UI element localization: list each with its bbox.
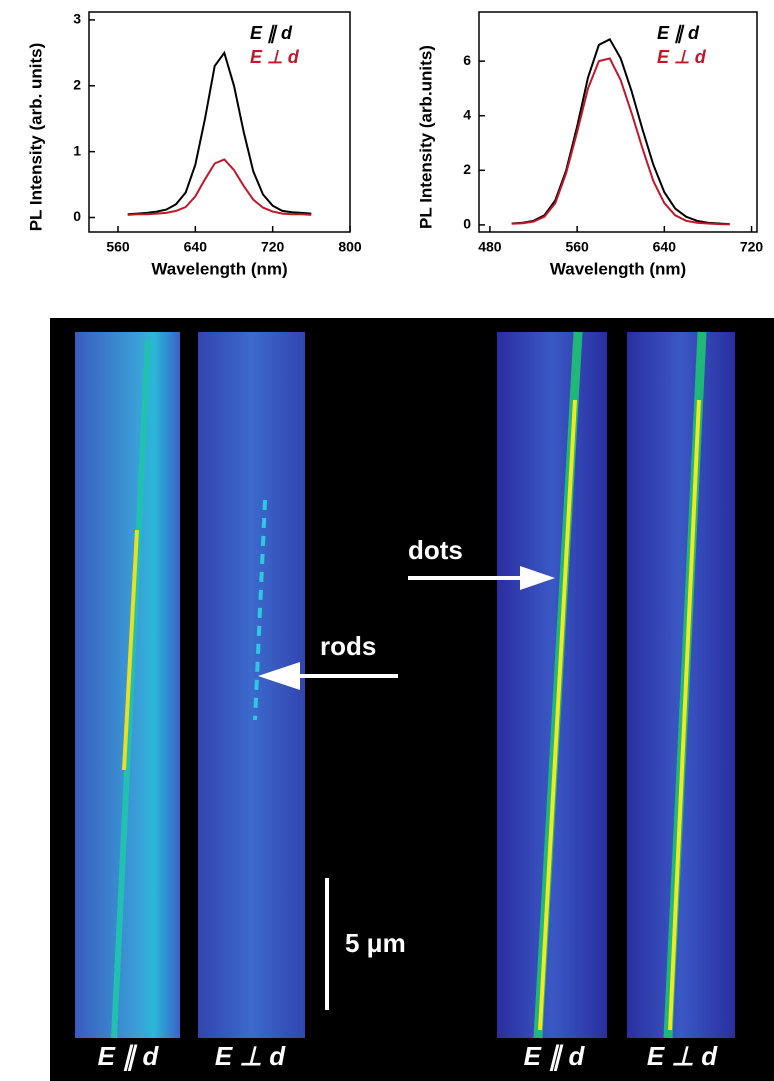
- x-tick-label: 560: [565, 239, 589, 255]
- rod-trace: [253, 499, 267, 721]
- legend-label: E ⊥ d: [250, 47, 300, 67]
- image-strip: [497, 332, 607, 1038]
- strip-label: E ∥ d: [524, 1041, 586, 1072]
- image-strip: [627, 332, 735, 1038]
- dot-trace: [533, 331, 583, 1039]
- arrow-head: [520, 566, 555, 590]
- y-tick-label: 0: [73, 208, 81, 224]
- plot-frame: [478, 11, 758, 233]
- chart: 560 640 720 800 0 1 2 3 Wavelength (nm) PL Intens…: [26, 11, 362, 279]
- dot-trace: [538, 399, 577, 1031]
- y-tick-label: 0: [463, 216, 471, 232]
- y-tick-label: 6: [463, 52, 471, 68]
- legend-label: E ∥ d: [250, 23, 293, 44]
- y-tick-label: 2: [463, 161, 471, 177]
- x-tick-label: 640: [653, 239, 677, 255]
- series-line: [511, 57, 730, 226]
- panel-background: [50, 318, 774, 1081]
- annotation: rods: [320, 631, 376, 661]
- annotation: dots: [408, 535, 463, 565]
- arrow-head: [258, 662, 300, 690]
- x-tick-label: 720: [740, 239, 764, 255]
- strip-label: E ∥ d: [98, 1041, 160, 1072]
- y-tick-label: 3: [73, 11, 81, 27]
- series-line: [127, 50, 312, 216]
- y-axis-label: PL Intensity (arb.units): [416, 45, 435, 229]
- dot-trace: [668, 399, 701, 1031]
- image-strip: [198, 332, 305, 1038]
- y-tick-label: 2: [73, 76, 81, 92]
- legend-label: E ⊥ d: [657, 47, 707, 67]
- x-tick-label: 640: [184, 239, 208, 255]
- plot-frame: [88, 11, 351, 233]
- series-line: [127, 158, 312, 216]
- x-tick-label: 800: [338, 239, 362, 255]
- x-tick-label: 560: [106, 239, 130, 255]
- chart: 480 560 640 720 0 2 4 6 Wavelength (nm) PL Intens…: [416, 11, 764, 278]
- legend-label: E ∥ d: [657, 23, 700, 44]
- x-axis-label: Wavelength (nm): [550, 259, 686, 278]
- y-tick-label: 1: [73, 142, 81, 158]
- x-tick-label: 480: [478, 239, 502, 255]
- strip-label: E ⊥ d: [215, 1041, 286, 1071]
- y-tick-label: 4: [463, 106, 471, 122]
- rod-trace: [122, 529, 139, 771]
- series-line: [511, 37, 730, 226]
- image-strip: [75, 332, 180, 1038]
- rod-trace: [111, 339, 151, 1039]
- y-axis-label: PL Intensity (arb. units): [26, 43, 45, 232]
- x-axis-label: Wavelength (nm): [151, 259, 287, 278]
- dot-trace: [663, 331, 707, 1039]
- scale-bar-label: 5 μm: [345, 928, 406, 958]
- strip-label: E ⊥ d: [647, 1041, 718, 1071]
- x-tick-label: 720: [261, 239, 285, 255]
